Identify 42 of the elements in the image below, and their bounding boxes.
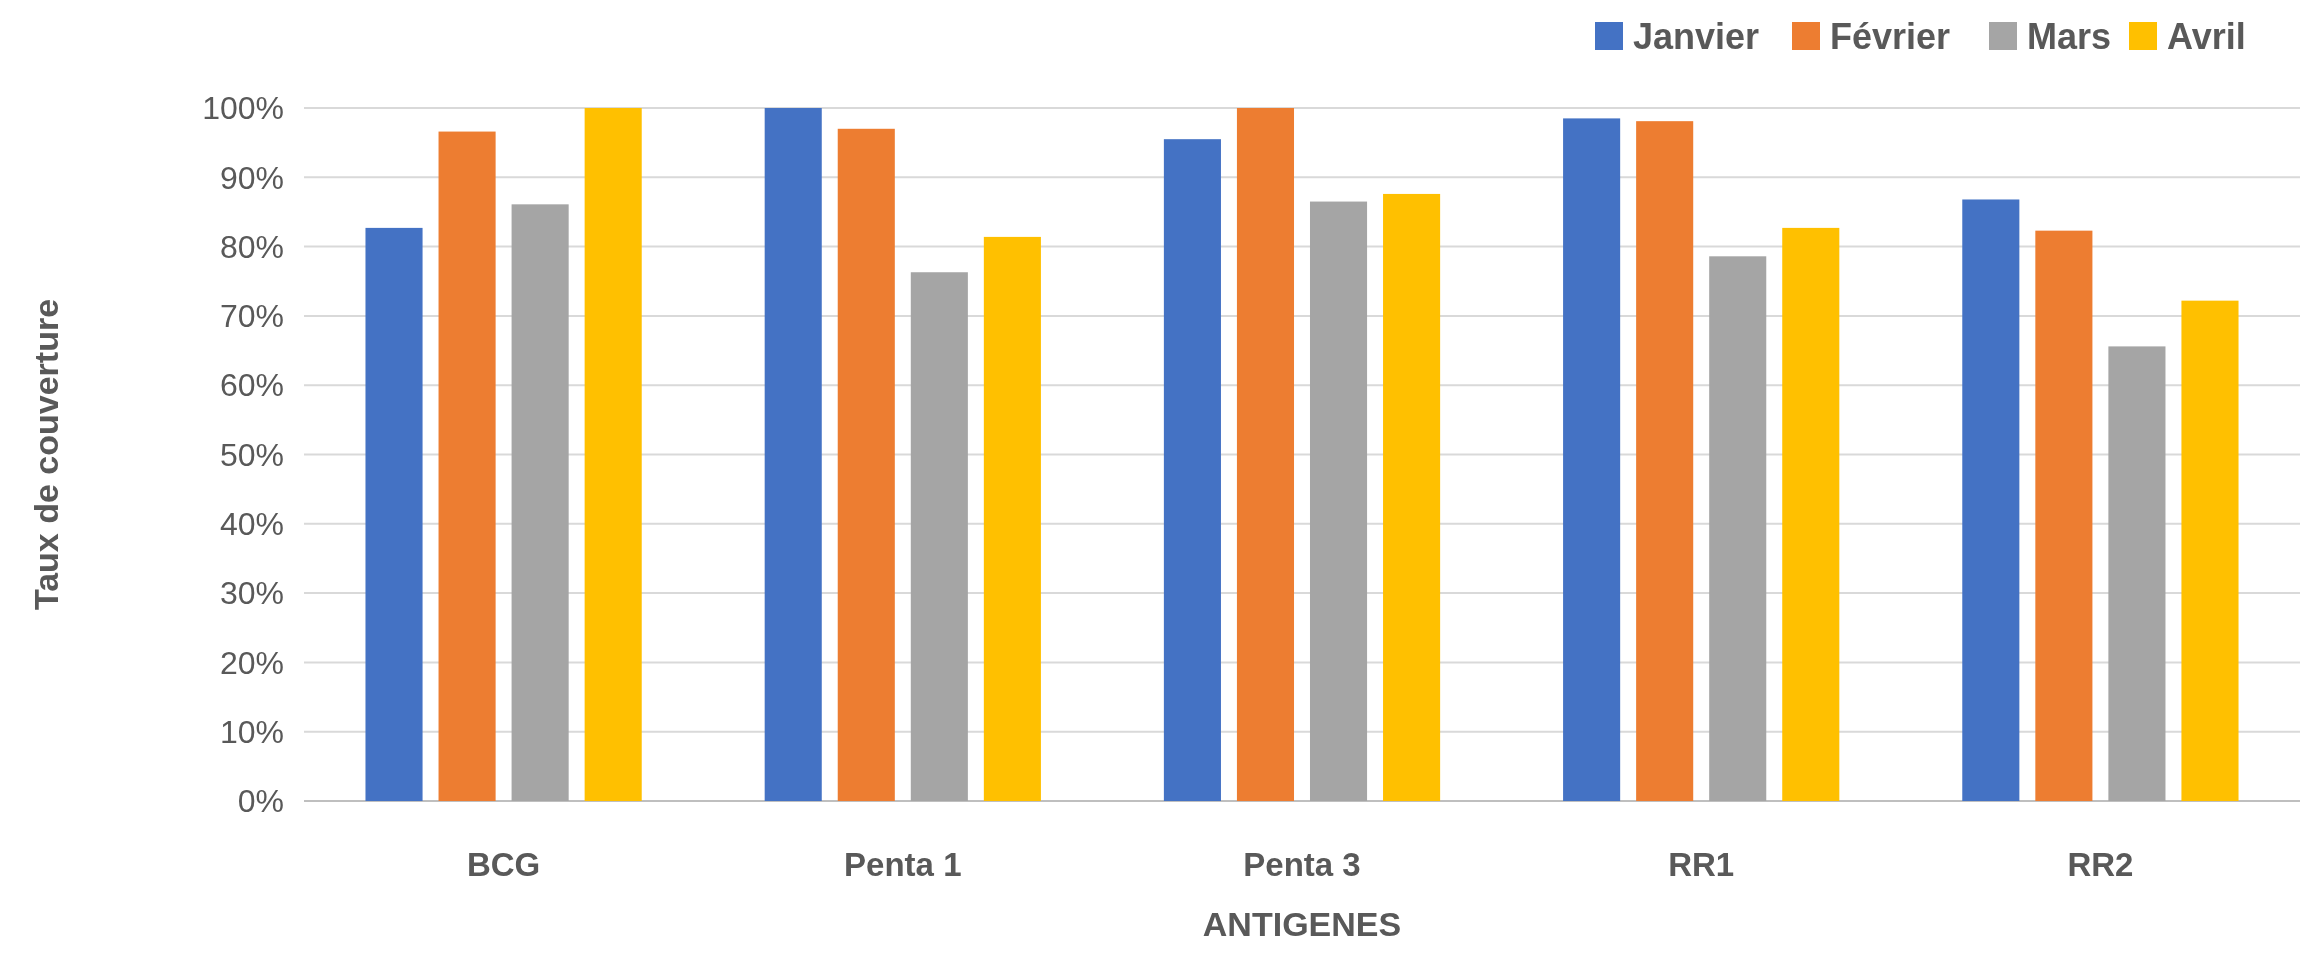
bar <box>365 227 423 801</box>
bar <box>1962 199 2020 801</box>
y-tick-label: 50% <box>219 436 284 473</box>
bar <box>1782 227 1840 801</box>
x-axis-title: ANTIGENES <box>1202 905 1402 943</box>
legend-label: Février <box>1830 15 1951 57</box>
x-tick-label: RR1 <box>1668 846 1735 883</box>
y-tick-label: 70% <box>219 298 284 335</box>
bar <box>2108 346 2166 801</box>
bar <box>1709 256 1767 801</box>
y-tick-label: 30% <box>219 575 284 612</box>
y-tick-label: 60% <box>219 367 284 404</box>
x-tick-label: Penta 3 <box>1243 846 1361 883</box>
legend-label: Janvier <box>1633 15 1760 57</box>
x-tick-label: BCG <box>466 846 541 883</box>
bar <box>837 128 895 801</box>
y-tick-label: 90% <box>219 159 284 196</box>
bar <box>2181 300 2239 801</box>
y-tick-label: 40% <box>219 506 284 542</box>
bar <box>1636 121 1694 801</box>
x-tick-label: RR2 <box>2067 846 2134 883</box>
y-axis-title: Taux de couverture <box>27 298 65 611</box>
bar <box>584 108 642 801</box>
bar <box>1309 201 1368 801</box>
bar <box>1236 108 1295 801</box>
y-tick-label: 0% <box>237 783 284 820</box>
bar <box>764 108 822 801</box>
bar <box>511 204 569 801</box>
bar <box>1163 139 1221 801</box>
x-tick-label: Penta 1 <box>844 846 962 883</box>
y-tick-label: 80% <box>219 228 284 265</box>
bar <box>1383 193 1441 801</box>
bar <box>438 131 496 801</box>
bar <box>910 272 968 801</box>
bar <box>2035 230 2093 801</box>
y-tick-label: 20% <box>219 644 284 681</box>
legend-label: Avril <box>2167 15 2246 57</box>
legend-label: Mars <box>2027 15 2112 57</box>
bar <box>1563 118 1621 801</box>
bar <box>983 236 1041 801</box>
y-tick-label: 10% <box>219 713 284 750</box>
y-tick-label: 100% <box>202 90 284 127</box>
